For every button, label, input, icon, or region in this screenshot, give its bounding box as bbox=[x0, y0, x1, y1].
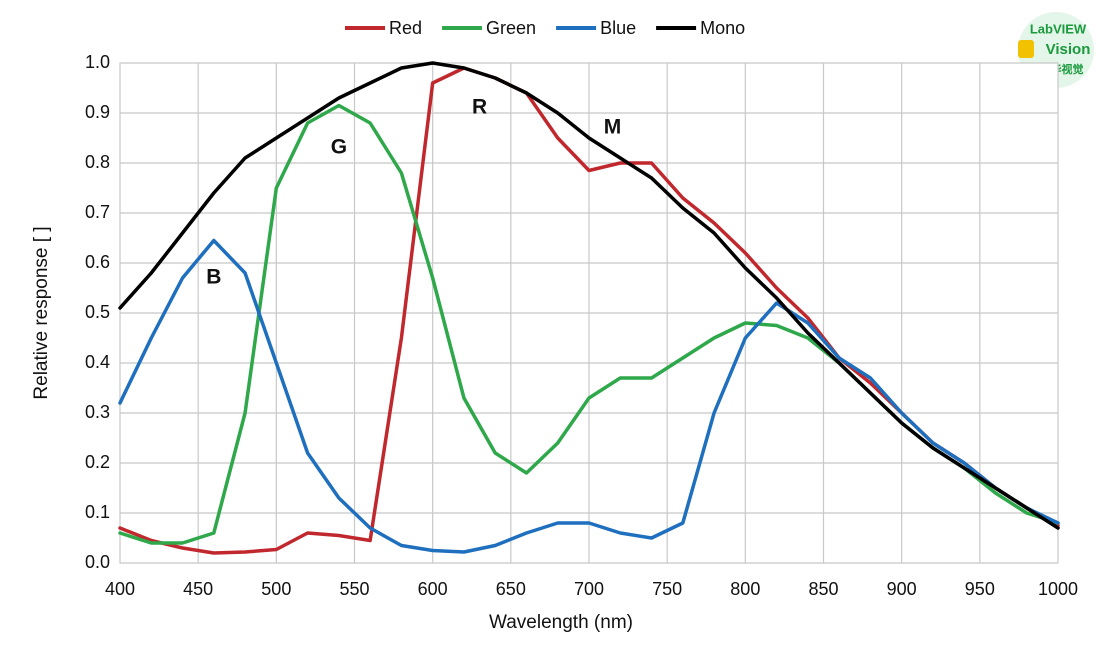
x-tick-label: 750 bbox=[652, 579, 682, 599]
y-tick-label: 0.1 bbox=[85, 502, 110, 522]
x-tick-label: 900 bbox=[887, 579, 917, 599]
y-tick-label: 0.9 bbox=[85, 102, 110, 122]
annotation: M bbox=[604, 116, 622, 139]
series-line bbox=[118, 61, 1060, 530]
legend-label: Red bbox=[389, 18, 422, 38]
x-tick-label: 1000 bbox=[1038, 579, 1078, 599]
logo-icon bbox=[1018, 40, 1034, 58]
x-tick-label: 700 bbox=[574, 579, 604, 599]
x-tick-label: 950 bbox=[965, 579, 995, 599]
y-tick-label: 1.0 bbox=[85, 52, 110, 72]
x-tick-label: 800 bbox=[730, 579, 760, 599]
y-tick-label: 0.6 bbox=[85, 252, 110, 272]
series-line bbox=[118, 238, 1060, 554]
y-tick-label: 0.0 bbox=[85, 552, 110, 572]
x-tick-label: 650 bbox=[496, 579, 526, 599]
y-tick-label: 0.5 bbox=[85, 302, 110, 322]
x-tick-label: 550 bbox=[339, 579, 369, 599]
x-tick-label: 850 bbox=[808, 579, 838, 599]
x-axis-title: Wavelength (nm) bbox=[489, 612, 633, 633]
legend-label: Green bbox=[486, 18, 536, 38]
x-tick-label: 600 bbox=[418, 579, 448, 599]
annotation: G bbox=[331, 136, 347, 159]
x-tick-label: 400 bbox=[105, 579, 135, 599]
logo-text: LabVIEW bbox=[1030, 21, 1087, 36]
y-tick-label: 0.4 bbox=[85, 352, 110, 372]
legend-label: Blue bbox=[600, 18, 636, 38]
y-tick-label: 0.2 bbox=[85, 452, 110, 472]
annotation: R bbox=[472, 96, 487, 119]
legend-label: Mono bbox=[700, 18, 745, 38]
logo-text: Vision bbox=[1046, 41, 1091, 58]
y-tick-label: 0.8 bbox=[85, 152, 110, 172]
y-tick-label: 0.3 bbox=[85, 402, 110, 422]
x-tick-label: 450 bbox=[183, 579, 213, 599]
annotation: B bbox=[206, 266, 221, 289]
y-tick-label: 0.7 bbox=[85, 202, 110, 222]
x-tick-label: 500 bbox=[261, 579, 291, 599]
y-axis-title: Relative response [ ] bbox=[31, 226, 52, 399]
